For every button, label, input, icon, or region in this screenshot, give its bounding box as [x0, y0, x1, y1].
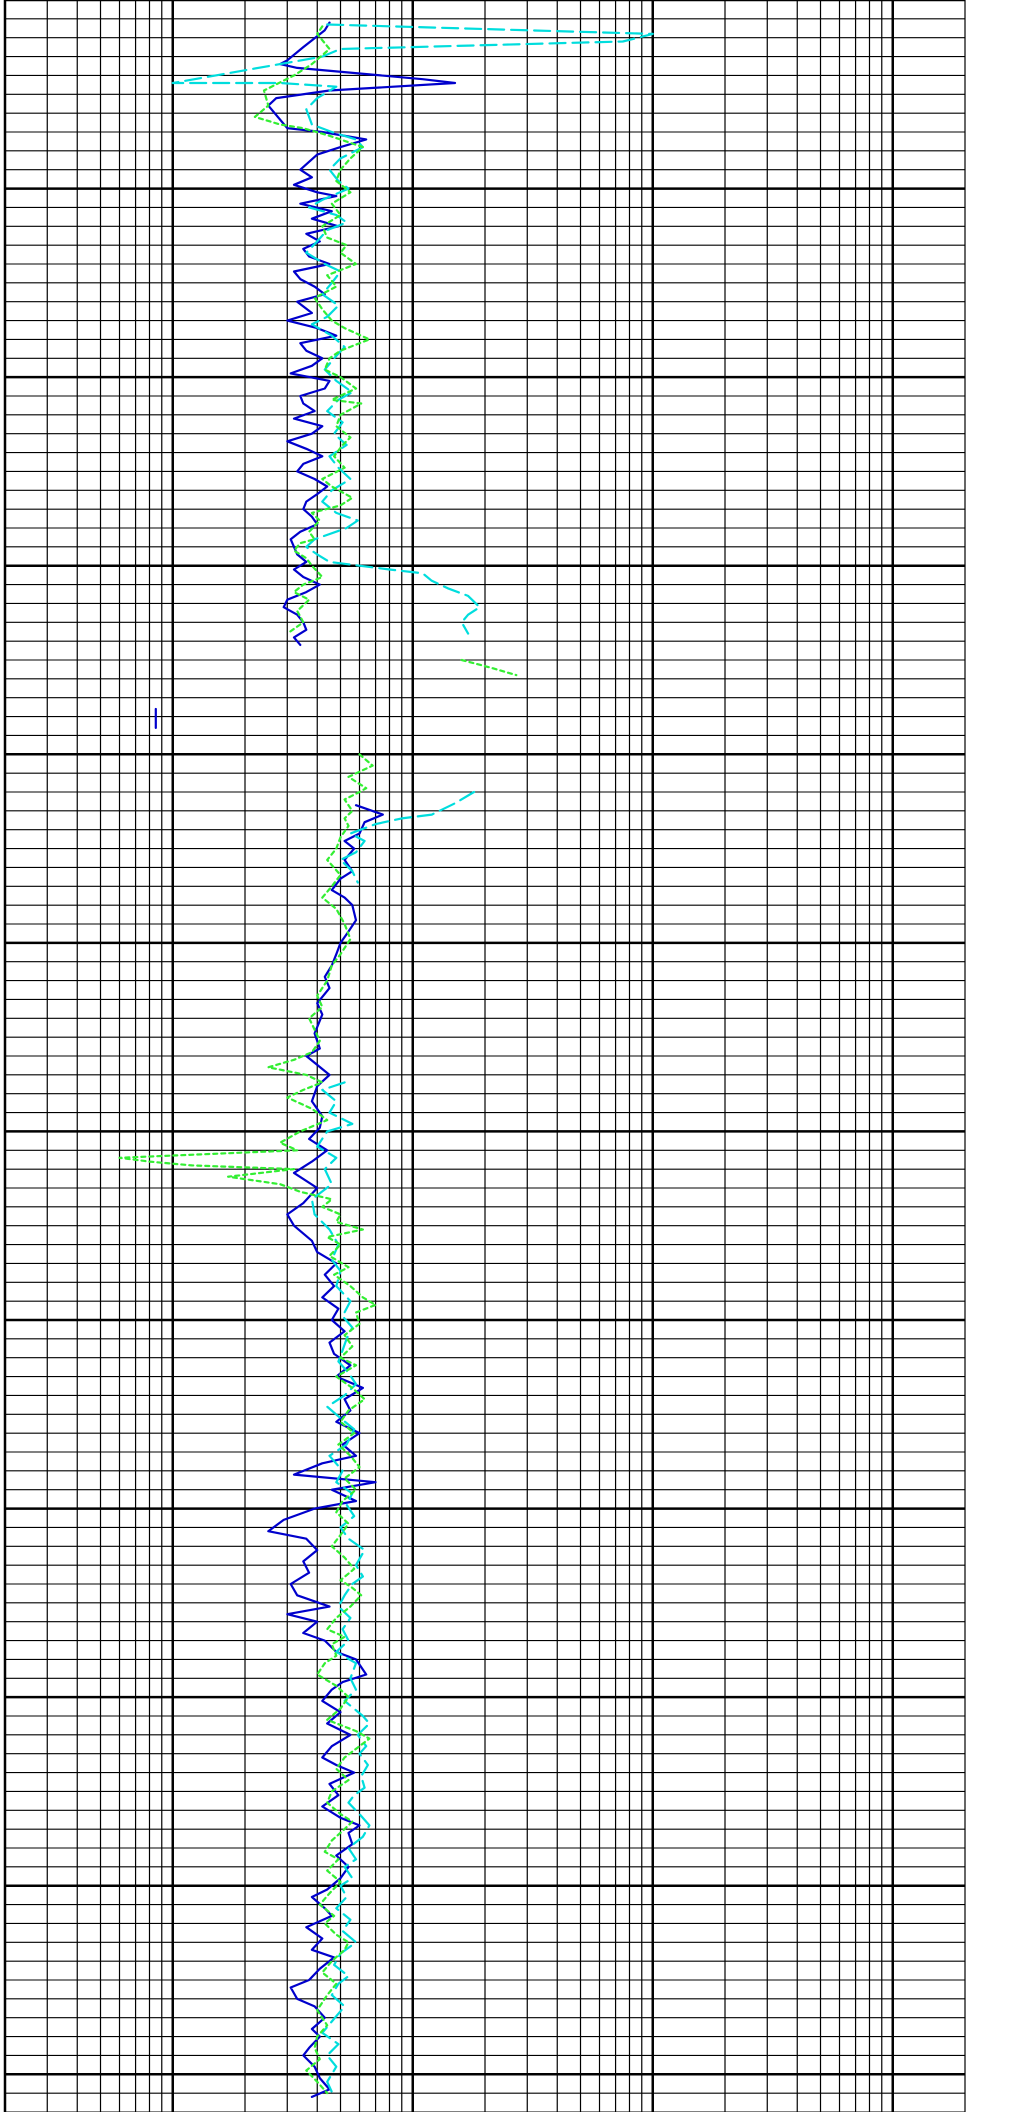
series-layer — [118, 21, 654, 2098]
series-1-trace-3 — [267, 804, 384, 2098]
series-3-trace-3 — [118, 753, 377, 2095]
series-3 — [118, 25, 518, 2095]
series-1-trace-1 — [267, 21, 457, 647]
series-1 — [154, 21, 457, 2098]
series-3-trace-1 — [253, 25, 371, 635]
grid-layer — [3, 0, 966, 2112]
series-2-trace-2 — [339, 790, 476, 884]
series-3-trace-2 — [460, 658, 518, 677]
series-2-trace-1 — [171, 23, 654, 635]
